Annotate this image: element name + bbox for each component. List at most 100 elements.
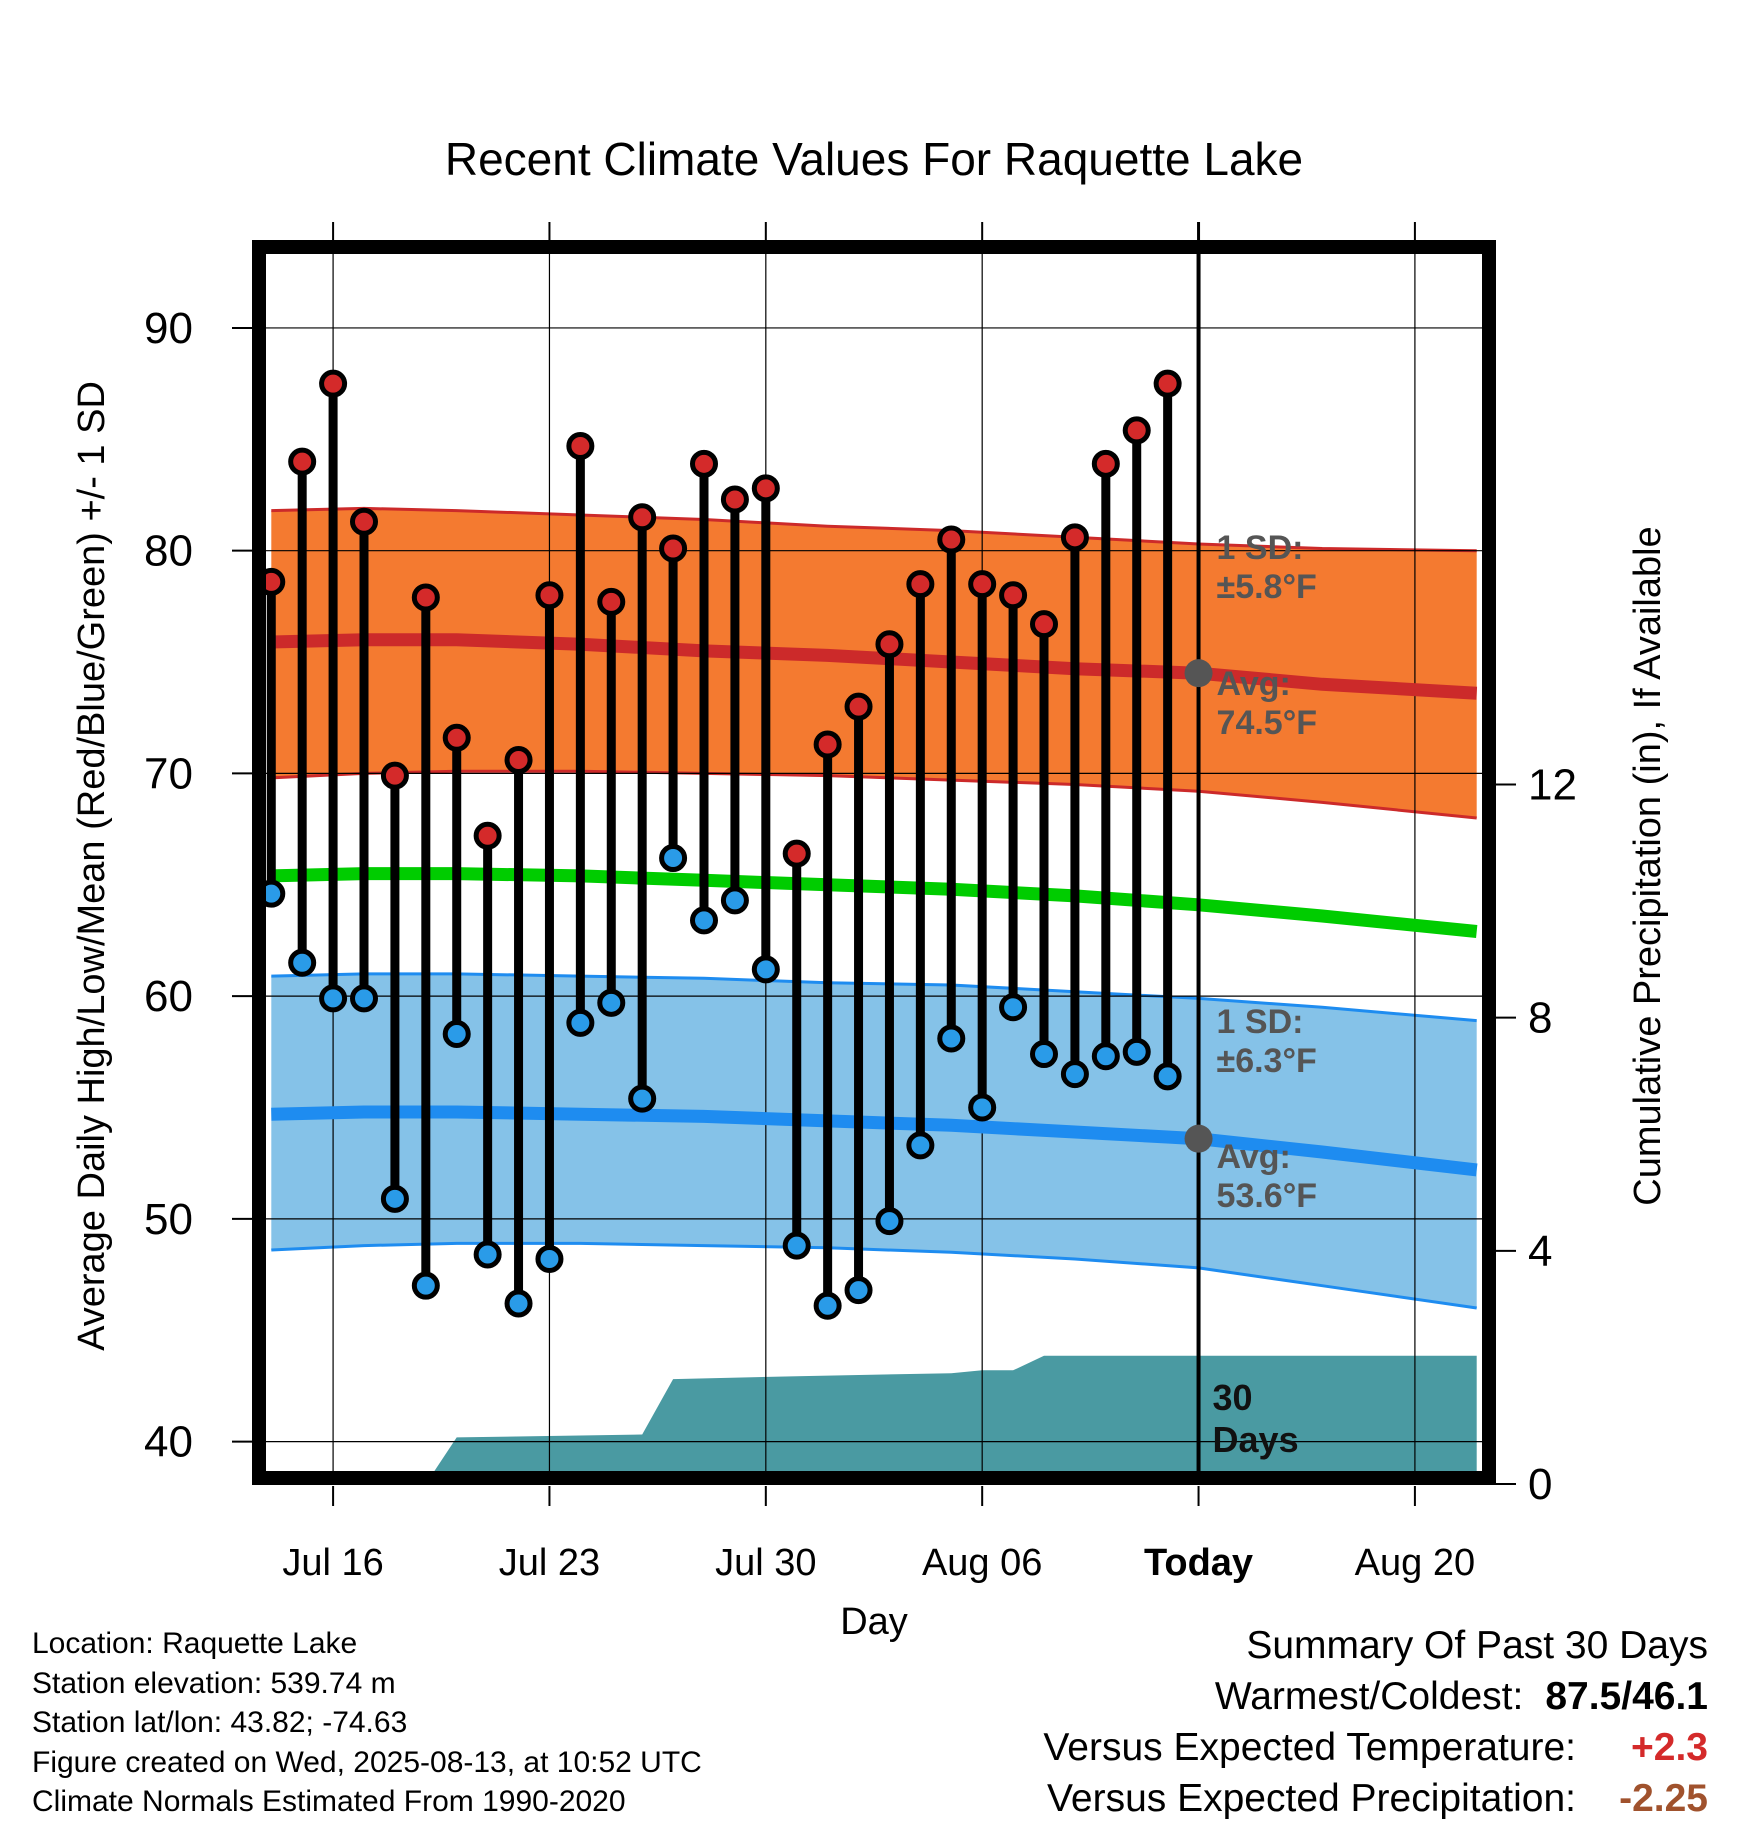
high-point: [566, 432, 595, 460]
precip-label: Versus Expected Precipitation:: [1047, 1777, 1576, 1820]
chart-title: Recent Climate Values For Raquette Lake: [444, 133, 1304, 185]
x-tick-label: Jul 30: [715, 1542, 816, 1584]
temp-label: Versus Expected Temperature:: [1043, 1726, 1576, 1769]
high-point: [844, 692, 873, 721]
high-point: [262, 567, 286, 596]
summary-temp-row: Versus Expected Temperature: +2.3: [1043, 1722, 1708, 1773]
precip-value: -2.25: [1619, 1777, 1708, 1820]
elevation-text: Station elevation: 539.74 m: [32, 1666, 396, 1700]
high-avg-label: Avg:: [1217, 665, 1291, 703]
precip-days-label: Days: [1213, 1419, 1299, 1460]
high-avg-marker: [1184, 659, 1213, 688]
y-tick-label: 60: [144, 972, 193, 1021]
low-point: [999, 993, 1028, 1022]
low-point: [504, 1289, 533, 1318]
x-axis-title: Day: [840, 1601, 908, 1643]
y-tick-label: 80: [144, 527, 193, 576]
low-point: [813, 1291, 842, 1320]
y2-tick-label: 0: [1528, 1460, 1552, 1509]
y2-axis-title: Cumulative Precipitation (in), If Availa…: [1627, 526, 1669, 1205]
low-point: [690, 906, 718, 935]
y-tick-label: 50: [144, 1195, 193, 1244]
high-point: [350, 507, 378, 536]
low-point: [566, 1008, 595, 1037]
low-point: [875, 1207, 904, 1236]
x-tick-label: Jul 23: [499, 1542, 600, 1584]
high-point: [659, 534, 688, 563]
high-point: [411, 583, 440, 612]
y-tick-label: 70: [144, 749, 193, 798]
y2-tick-label: 8: [1528, 994, 1552, 1043]
low-point: [628, 1084, 657, 1113]
high-point: [813, 730, 842, 759]
high-point: [782, 839, 811, 868]
summary-warmest-row: Warmest/Coldest: 87.5/46.1: [1043, 1671, 1708, 1722]
low-avg-label: Avg:: [1217, 1138, 1291, 1176]
y2-tick-label: 4: [1528, 1227, 1552, 1276]
low-point: [1030, 1040, 1058, 1069]
low-point: [535, 1244, 564, 1273]
low-point: [1122, 1037, 1151, 1066]
normals-text: Climate Normals Estimated From 1990-2020: [32, 1785, 626, 1818]
high-point: [968, 570, 997, 599]
high-sd-label: 1 SD:: [1217, 529, 1304, 567]
high-point: [473, 821, 502, 850]
high-point: [628, 503, 657, 532]
high-point: [504, 746, 533, 775]
summary-heading: Summary Of Past 30 Days: [1246, 1624, 1708, 1667]
high-point: [937, 525, 966, 554]
low-point: [659, 844, 688, 873]
high-avg-value: 74.5°F: [1217, 704, 1318, 742]
high-point: [875, 630, 904, 659]
x-tick-label: Today: [1144, 1542, 1253, 1584]
high-upper-edge: [271, 506, 1477, 553]
high-point: [720, 485, 749, 514]
low-point: [1153, 1062, 1182, 1091]
high-point: [690, 449, 718, 478]
low-point: [937, 1024, 966, 1053]
high-point: [442, 723, 471, 752]
low-point: [968, 1093, 997, 1122]
high-point: [380, 761, 409, 790]
low-sd-band: [271, 973, 1477, 1308]
low-point: [906, 1131, 935, 1160]
low-point: [782, 1231, 811, 1260]
low-point: [411, 1271, 440, 1300]
low-avg-marker: [1184, 1124, 1213, 1153]
low-point: [319, 984, 348, 1013]
low-point: [751, 955, 780, 984]
low-avg-value: 53.6°F: [1217, 1177, 1318, 1215]
y-tick-label: 90: [144, 304, 193, 353]
low-point: [350, 984, 378, 1013]
high-point: [1030, 610, 1058, 639]
low-point: [1060, 1060, 1089, 1089]
low-point: [473, 1240, 502, 1269]
latlon-text: Station lat/lon: 43.82; -74.63: [32, 1706, 408, 1739]
y-tick-label: 40: [144, 1418, 193, 1467]
high-point: [999, 581, 1028, 610]
high-point: [751, 474, 780, 503]
high-sd-value: ±5.8°F: [1217, 568, 1317, 606]
y-axis-title: Average Daily High/Low/Mean (Red/Blue/Gr…: [71, 381, 113, 1351]
low-point: [442, 1020, 471, 1048]
warmest-label: Warmest/Coldest:: [1214, 1675, 1524, 1718]
x-tick-label: Aug 06: [922, 1542, 1042, 1584]
high-point: [1091, 449, 1120, 478]
low-point: [288, 948, 317, 977]
location-text: Location: Raquette Lake: [32, 1627, 358, 1660]
created-text: Figure created on Wed, 2025-08-13, at 10…: [32, 1745, 702, 1779]
high-point: [597, 587, 626, 616]
mean-normal-line: [271, 867, 1478, 938]
x-tick-label: Aug 20: [1355, 1542, 1475, 1584]
temp-value: +2.3: [1631, 1726, 1708, 1769]
low-point: [844, 1276, 873, 1305]
low-point: [380, 1184, 409, 1213]
station-info: Location: Raquette Lake Station elevatio…: [32, 1624, 702, 1822]
low-point: [597, 988, 626, 1017]
x-tick-label: Jul 16: [282, 1542, 383, 1584]
low-point: [262, 879, 286, 908]
warmest-value: 87.5/46.1: [1545, 1675, 1708, 1718]
y2-tick-label: 12: [1528, 761, 1577, 810]
high-point: [1060, 523, 1089, 552]
